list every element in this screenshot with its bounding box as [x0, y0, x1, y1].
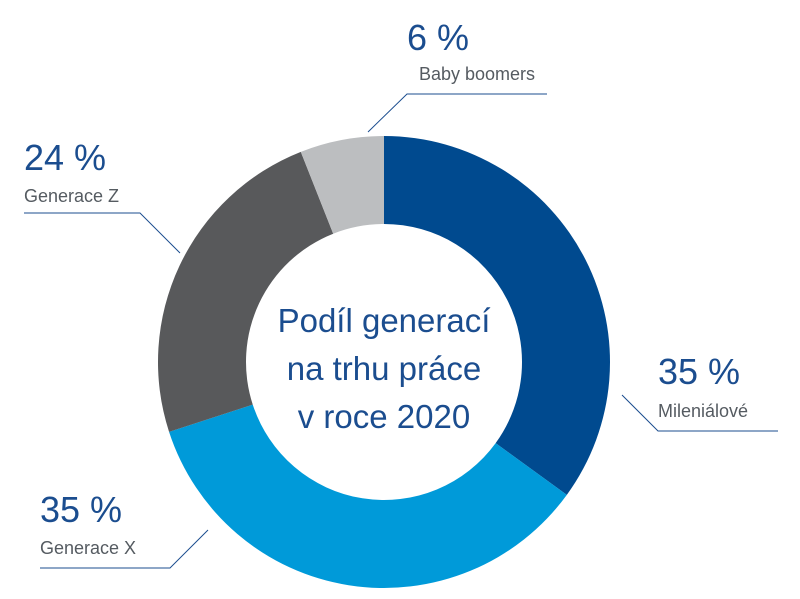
donut-slice-mileni-lov-	[384, 136, 610, 495]
donut-slice-baby-boomers	[300, 136, 384, 234]
center-title-line-3: v roce 2020	[298, 398, 470, 435]
slice-label-name-generace-z: Generace Z	[24, 186, 119, 206]
slice-label-name-milenialove: Mileniálové	[658, 401, 748, 421]
slice-label-name-generace-x: Generace X	[40, 538, 136, 558]
leader-line-milenialove	[621, 394, 778, 432]
center-title-line-1: Podíl generací	[278, 302, 491, 339]
donut-slice-generace-x	[169, 404, 567, 588]
center-title-line-2: na trhu práce	[287, 350, 481, 387]
slice-label-name-baby-boomers: Baby boomers	[419, 64, 535, 84]
leader-line-baby-boomers	[367, 93, 547, 133]
leader-line-generace-x	[40, 529, 209, 569]
slice-label-value-generace-x: 35 %	[40, 489, 122, 530]
donut-slices	[158, 136, 610, 588]
leader-line-generace-z	[24, 212, 181, 254]
slice-label-value-baby-boomers: 6 %	[407, 17, 469, 58]
slice-label-value-generace-z: 24 %	[24, 137, 106, 178]
donut-slice-generace-z	[158, 151, 334, 432]
slice-label-value-milenialove: 35 %	[658, 351, 740, 392]
